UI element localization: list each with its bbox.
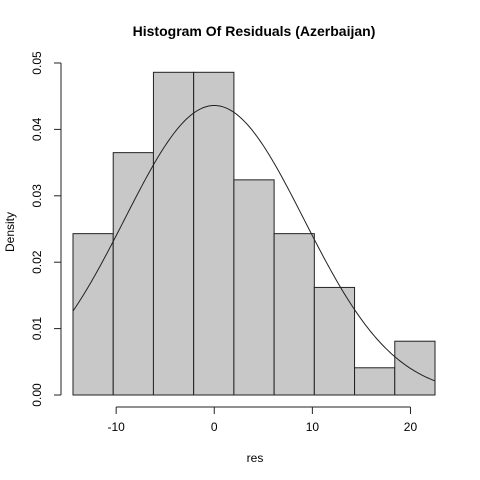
- histogram-bar-2: [112, 152, 154, 396]
- histogram-bars: [72, 71, 436, 396]
- x-tick-label: 20: [404, 420, 418, 434]
- histogram-bar-6: [273, 233, 315, 396]
- y-tick-label: 0.01: [30, 317, 44, 341]
- histogram-bar-1: [72, 233, 114, 396]
- histogram-bar-3: [152, 71, 195, 396]
- x-axis-label: res: [247, 451, 264, 465]
- y-tick-label: 0.00: [30, 383, 44, 407]
- y-tick-label: 0.03: [30, 184, 44, 208]
- y-tick-label: 0.04: [30, 117, 44, 141]
- x-tick-label: -10: [107, 420, 125, 434]
- histogram-bar-4: [193, 71, 235, 396]
- y-tick-label: 0.02: [30, 250, 44, 274]
- normal-density-curve: [72, 104, 436, 382]
- y-tick-label: 0.05: [30, 51, 44, 75]
- histogram-bar-7: [313, 286, 356, 396]
- x-axis: -10 0 10 20: [107, 406, 418, 434]
- histogram-bar-9: [394, 340, 436, 396]
- x-tick-label: 10: [306, 420, 320, 434]
- y-axis-label: Density: [3, 212, 17, 252]
- histogram-bar-5: [233, 179, 275, 396]
- chart-title: Histogram Of Residuals (Azerbaijan): [133, 23, 376, 39]
- histogram-bar-8: [354, 367, 396, 396]
- y-axis: 0.00 0.01 0.02 0.03 0.04 0.05: [30, 51, 62, 407]
- x-tick-label: 0: [211, 420, 218, 434]
